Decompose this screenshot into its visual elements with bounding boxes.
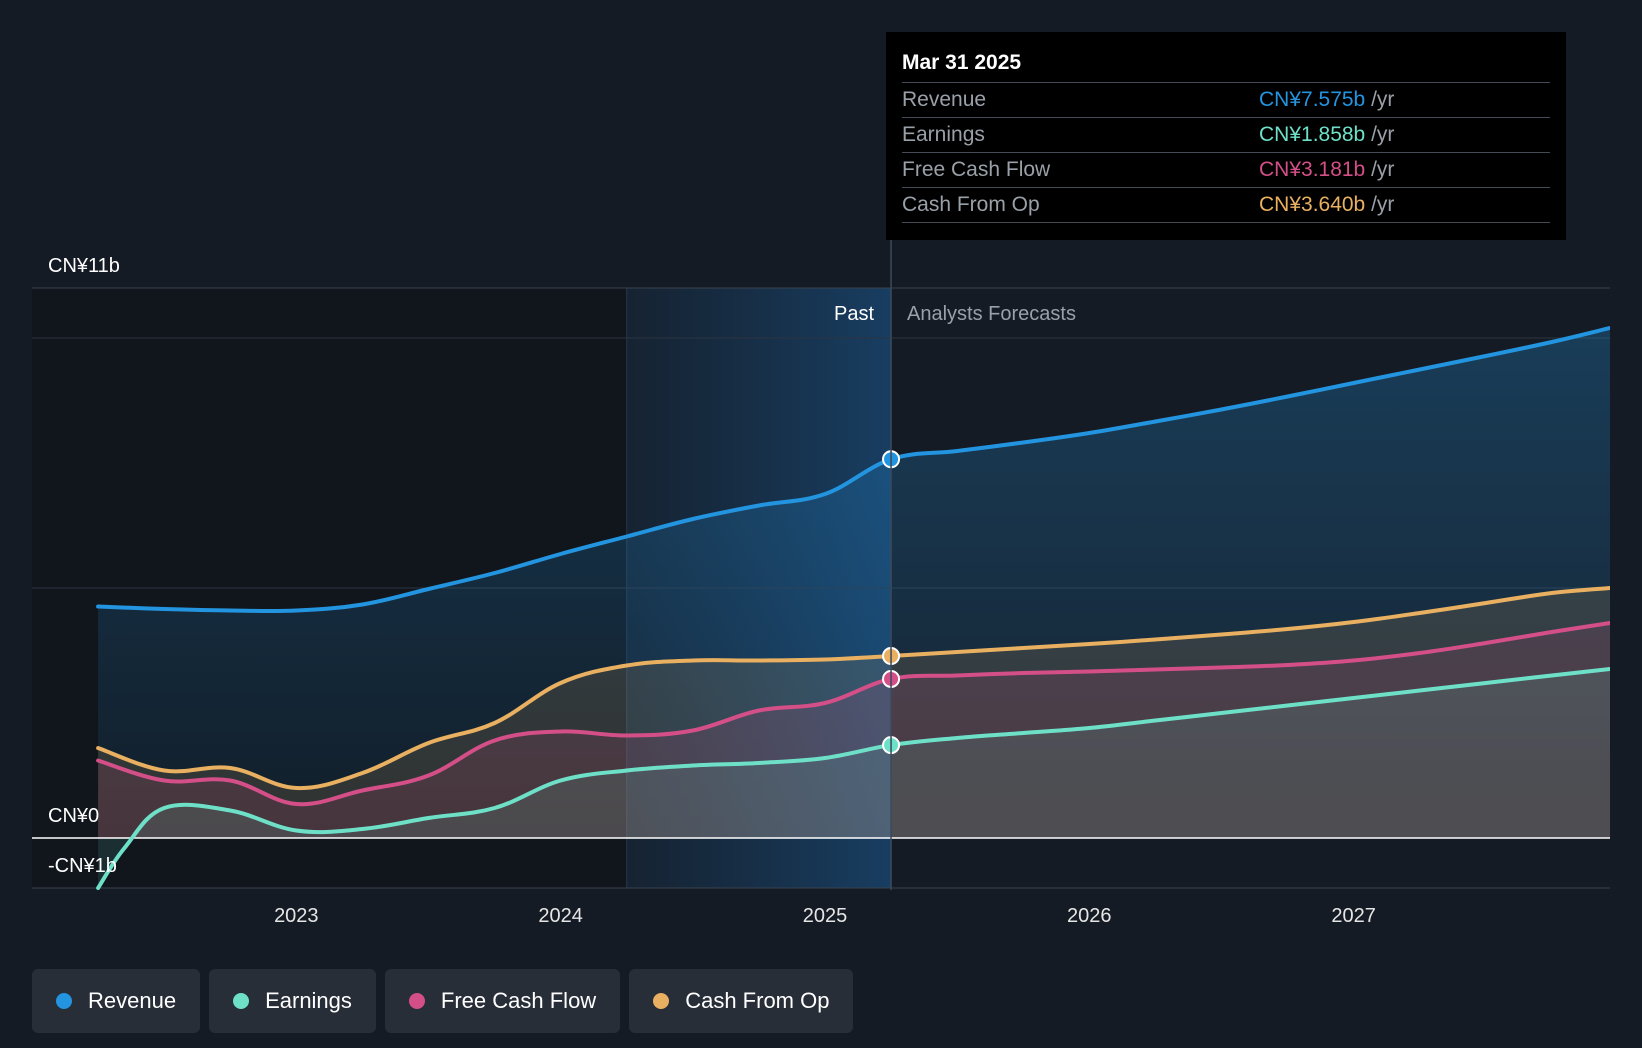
tooltip-value: CN¥7.575b /yr: [1259, 88, 1395, 111]
tooltip-row-revenue: Revenue CN¥7.575b /yr: [902, 83, 1550, 118]
tooltip-row-earnings: Earnings CN¥1.858b /yr: [902, 118, 1550, 153]
x-tick-label: 2026: [1067, 905, 1112, 927]
y-tick-label-top: CN¥11b: [48, 255, 120, 277]
series-lines: [32, 326, 1610, 890]
y-tick-label-bottom: -CN¥1b: [48, 855, 117, 877]
area-cash-from-op: [98, 588, 1610, 838]
legend-dot-icon: [56, 993, 72, 1009]
line-cash-from-op: [96, 586, 1610, 791]
tooltip-row-free-cash-flow: Free Cash Flow CN¥3.181b /yr: [902, 153, 1550, 188]
area-earnings: [98, 669, 1610, 888]
forecast-label: Analysts Forecasts: [907, 303, 1076, 325]
tooltip-label: Free Cash Flow: [902, 158, 1051, 181]
line-revenue: [96, 326, 1610, 614]
legend-item-earnings[interactable]: Earnings: [209, 969, 376, 1033]
legend-dot-icon: [408, 993, 425, 1009]
line-free-cash-flow: [96, 621, 1610, 807]
legend-label: Free Cash Flow: [440, 988, 597, 1013]
legend-dot-icon: [233, 993, 250, 1009]
legend-label: Revenue: [88, 988, 177, 1013]
past-label: Past: [834, 303, 874, 325]
tooltip-value: CN¥3.640b /yr: [1259, 193, 1395, 216]
tooltip-date: Mar 31 2025: [902, 46, 1550, 83]
tooltip-label: Earnings: [902, 123, 985, 146]
legend-dot-icon: [653, 993, 670, 1009]
line-earnings: [96, 667, 1610, 890]
x-tick-label: 2024: [538, 905, 583, 927]
tooltip-value: CN¥1.858b /yr: [1259, 123, 1395, 146]
y-tick-label-zero: CN¥0: [48, 805, 99, 827]
x-tick-label: 2025: [803, 905, 848, 927]
x-axis-ticks: 2023 2024 2025 2026 2027: [274, 905, 1376, 927]
tooltip-value: CN¥3.181b /yr: [1259, 158, 1395, 181]
legend-item-free-cash-flow[interactable]: Free Cash Flow: [384, 969, 621, 1033]
legend: Revenue Earnings Free Cash Flow Cash Fro…: [32, 969, 854, 1033]
tooltip-label: Cash From Op: [902, 193, 1040, 216]
legend-item-cash-from-op[interactable]: Cash From Op: [629, 969, 854, 1033]
tooltip: Mar 31 2025 Revenue CN¥7.575b /yr Earnin…: [886, 32, 1566, 240]
tooltip-row-cash-from-op: Cash From Op CN¥3.640b /yr: [902, 188, 1550, 223]
x-tick-label: 2023: [274, 905, 319, 927]
legend-label: Cash From Op: [685, 988, 830, 1013]
tooltip-label: Revenue: [902, 88, 987, 111]
area-free-cash-flow: [98, 623, 1610, 838]
legend-item-revenue[interactable]: Revenue: [32, 969, 201, 1033]
x-tick-label: 2027: [1331, 905, 1376, 927]
legend-label: Earnings: [265, 988, 352, 1013]
